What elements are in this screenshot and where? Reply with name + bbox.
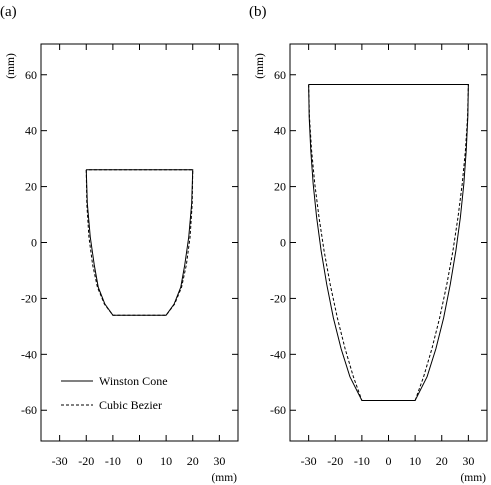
series-cubic-bezier-b bbox=[308, 84, 469, 401]
y-tick-label-b: -40 bbox=[270, 347, 286, 361]
x-tick-label-b: 10 bbox=[409, 454, 421, 468]
x-axis-label-b: (mm) bbox=[460, 472, 486, 484]
x-tick-label-a: -30 bbox=[52, 454, 68, 468]
y-axis-label-b: (mm) bbox=[254, 53, 266, 79]
y-tick-label-a: 60 bbox=[25, 68, 37, 82]
panel-label-a: (a) bbox=[0, 4, 17, 20]
x-tick-label-b: 20 bbox=[436, 454, 448, 468]
x-tick-label-b: -30 bbox=[301, 454, 317, 468]
y-tick-label-b: -20 bbox=[270, 291, 286, 305]
x-axis-label-a: (mm) bbox=[211, 472, 237, 484]
panel-b: (b) (mm) (mm) -30 -20 -10 0 10 20 30 -60 -40 -20 0 20 4… bbox=[249, 4, 488, 484]
legend-label: Winston Cone bbox=[99, 374, 168, 388]
y-tick-label-b: 0 bbox=[280, 236, 286, 250]
x-tick-label-b: 30 bbox=[462, 454, 474, 468]
x-tick-label-a: 10 bbox=[160, 454, 172, 468]
legend-label: Cubic Bezier bbox=[99, 398, 162, 412]
y-tick-label-a: -20 bbox=[21, 291, 37, 305]
panel-a: (a) (mm) (mm) -30 -20 -10 0 10 20 30 -60 -40 -20 0 20 4… bbox=[0, 4, 239, 484]
legend: Winston Cone Cubic Bezier bbox=[61, 374, 168, 412]
series-winston-cone-a bbox=[85, 169, 194, 316]
x-tick-label-a: 0 bbox=[137, 454, 143, 468]
y-axis-label-a: (mm) bbox=[5, 53, 17, 79]
y-tick-label-b: 20 bbox=[274, 180, 286, 194]
y-tick-label-a: -40 bbox=[21, 347, 37, 361]
x-tick-label-a: 20 bbox=[187, 454, 199, 468]
y-tick-label-a: 0 bbox=[31, 236, 37, 250]
series-winston-cone-b bbox=[308, 84, 469, 401]
x-tick-label-b: -20 bbox=[327, 454, 343, 468]
y-tick-label-b: -60 bbox=[270, 403, 286, 417]
series-cubic-bezier-a bbox=[85, 169, 194, 316]
y-tick-label-a: 20 bbox=[25, 180, 37, 194]
x-tick-label-b: 0 bbox=[386, 454, 392, 468]
x-tick-label-b: -10 bbox=[354, 454, 370, 468]
x-tick-label-a: -20 bbox=[78, 454, 94, 468]
y-tick-label-b: 60 bbox=[274, 68, 286, 82]
y-tick-label-b: 40 bbox=[274, 124, 286, 138]
y-tick-label-a: 40 bbox=[25, 124, 37, 138]
panel-label-b: (b) bbox=[249, 4, 267, 20]
x-tick-label-a: 30 bbox=[213, 454, 225, 468]
x-tick-label-a: -10 bbox=[105, 454, 121, 468]
y-tick-label-a: -60 bbox=[21, 403, 37, 417]
